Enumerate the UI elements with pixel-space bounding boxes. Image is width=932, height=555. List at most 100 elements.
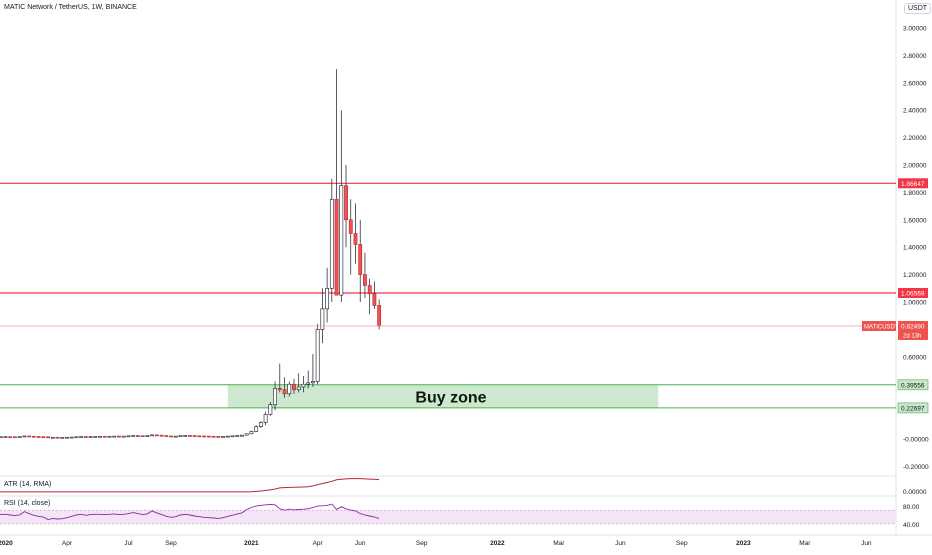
candle-body xyxy=(8,436,13,438)
candle-body xyxy=(249,431,254,435)
time-tick-label: Sep xyxy=(416,540,428,547)
candle-body xyxy=(145,435,150,438)
candle-body xyxy=(206,435,211,438)
candle-body xyxy=(273,388,277,406)
candle-body xyxy=(216,436,221,438)
candle-body xyxy=(192,435,197,437)
currency-unit-button[interactable]: USDT xyxy=(904,3,932,14)
candle-body xyxy=(46,436,50,439)
atr-axis-label: 0.00000 xyxy=(903,489,927,496)
price-tick-label: 2.80000 xyxy=(903,53,927,60)
time-tick-label: Sep xyxy=(165,540,177,547)
candle-body xyxy=(353,233,358,245)
candle-body xyxy=(363,274,367,286)
candle-body xyxy=(112,435,117,438)
time-tick-label: Mar xyxy=(553,540,565,547)
atr-line xyxy=(0,478,380,493)
zone-price-tag xyxy=(897,379,929,391)
candle-body xyxy=(244,433,249,436)
zone-price-tag xyxy=(897,402,929,414)
candle-body xyxy=(377,305,382,327)
price-tick-label: -0.00000 xyxy=(903,437,929,444)
rsi-band xyxy=(0,510,896,524)
candle-body xyxy=(126,435,131,438)
candle-body xyxy=(367,285,372,295)
candle-body xyxy=(0,436,3,439)
candle-body xyxy=(169,435,173,438)
candle-body xyxy=(69,436,74,439)
candle-body xyxy=(178,435,183,438)
time-tick-label: Jun xyxy=(861,540,872,547)
time-tick-label: Jul xyxy=(124,540,133,547)
candle-body xyxy=(121,435,126,438)
price-tick-label: 3.00000 xyxy=(903,26,927,33)
candle-body xyxy=(225,435,230,438)
price-tick-label: 2.40000 xyxy=(903,108,927,115)
candle-body xyxy=(263,414,268,423)
symbol-tag xyxy=(862,320,896,331)
rsi-lower-label: 40.00 xyxy=(903,522,920,529)
candle-body xyxy=(13,436,17,439)
candle-body xyxy=(320,308,325,330)
candle-body xyxy=(183,435,188,437)
candle-body xyxy=(348,219,353,234)
price-tick-label: -0.20000 xyxy=(903,464,929,471)
candle-body xyxy=(60,436,65,439)
zone-price-tag-label: 0.22697 xyxy=(901,405,925,412)
price-tick-label: 1.00000 xyxy=(903,300,927,307)
candle-body xyxy=(358,244,363,275)
candle-body xyxy=(235,435,240,437)
candle-body xyxy=(27,435,32,438)
candle-body xyxy=(202,435,207,438)
price-tick-label: 2.20000 xyxy=(903,135,927,142)
price-tick-label: 0.60000 xyxy=(903,354,927,361)
candle-body xyxy=(211,435,216,438)
symbol-title: MATIC Network / TetherUS, 1W, BINANCE xyxy=(4,4,137,11)
candle-body xyxy=(50,436,55,439)
candle-body xyxy=(117,435,121,438)
candle-body xyxy=(240,434,244,437)
candle-body xyxy=(296,386,301,390)
candle-body xyxy=(173,435,178,438)
candle-body xyxy=(344,185,348,221)
time-tick-label: Apr xyxy=(313,540,324,547)
time-tick-label: 2020 xyxy=(0,540,13,547)
time-tick-label: Jun xyxy=(355,540,366,547)
candle-body xyxy=(372,293,377,306)
candle-body xyxy=(188,435,192,437)
price-tick-label: 2.00000 xyxy=(903,163,927,170)
candle-body xyxy=(164,435,169,437)
time-tick-label: Sep xyxy=(676,540,688,547)
time-tick-label: Apr xyxy=(62,540,73,547)
candle-body xyxy=(93,436,98,438)
candle-body xyxy=(329,198,334,289)
candle-body xyxy=(36,436,41,438)
price-tick-label: 1.20000 xyxy=(903,272,927,279)
candle-body xyxy=(159,434,164,437)
buy-zone-rect xyxy=(227,384,659,408)
time-tick-label: 2022 xyxy=(490,540,505,547)
candle-body xyxy=(55,436,60,439)
candle-body xyxy=(277,388,282,390)
rsi-upper-label: 80.00 xyxy=(903,504,920,511)
level-price-tag-label: 1.06569 xyxy=(901,291,925,298)
candle-body xyxy=(197,435,202,438)
candle-body xyxy=(79,436,84,438)
candle-body xyxy=(315,329,320,382)
candle-body xyxy=(102,435,107,438)
time-tick-label: Jun xyxy=(615,540,626,547)
candle-body xyxy=(154,434,159,437)
rsi-line xyxy=(0,503,380,521)
candle-body xyxy=(17,436,22,438)
candle-body xyxy=(258,422,263,427)
rsi-indicator-label[interactable]: RSI (14, close) xyxy=(4,500,51,507)
candle-body xyxy=(74,436,79,439)
level-price-tag xyxy=(898,178,928,189)
atr-indicator-label[interactable]: ATR (14, RMA) xyxy=(4,481,52,488)
candle-body xyxy=(88,436,93,438)
candle-body xyxy=(3,436,8,438)
candle-body xyxy=(311,381,315,384)
candle-body xyxy=(301,383,306,388)
